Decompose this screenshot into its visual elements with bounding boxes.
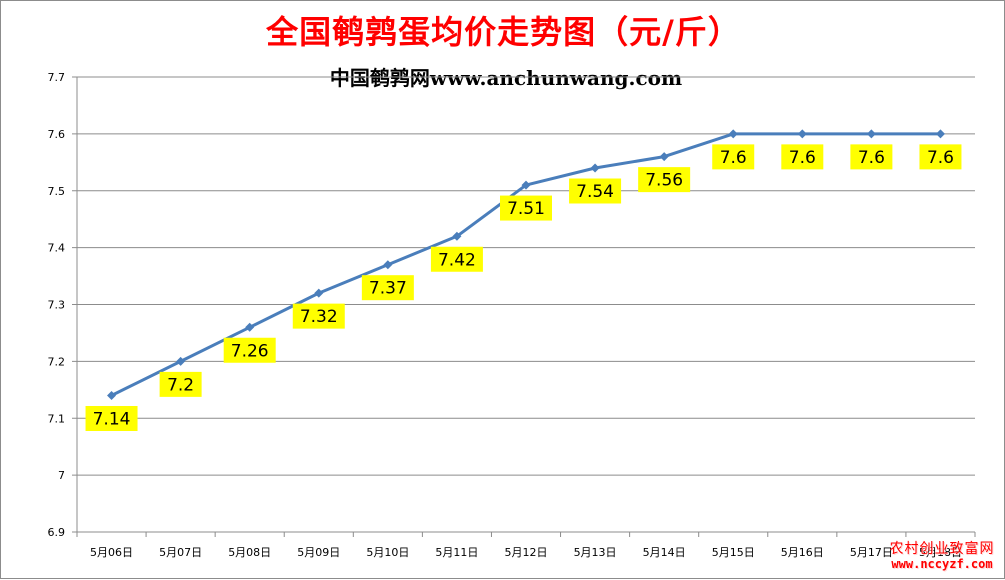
data-point-marker [521, 180, 531, 190]
data-label: 7.6 [927, 148, 954, 168]
x-tick-label: 5月18日 [919, 546, 962, 559]
data-point-marker [176, 356, 186, 366]
data-label: 7.56 [645, 171, 683, 191]
data-label: 7.26 [231, 341, 269, 361]
y-tick-label: 6.9 [48, 526, 66, 539]
chart-subtitle: 中国鹌鹑网www.anchunwang.com [329, 66, 683, 90]
y-tick-label: 7.7 [48, 71, 66, 84]
data-label-box [292, 303, 345, 329]
data-label: 7.51 [507, 199, 545, 219]
data-point-marker [728, 129, 738, 139]
data-label: 7.32 [300, 307, 338, 327]
x-tick-label: 5月06日 [90, 546, 133, 559]
data-label-box [430, 246, 483, 272]
data-point-marker [659, 152, 669, 162]
data-label: 7.54 [576, 182, 614, 202]
y-tick-label: 7.4 [48, 242, 66, 255]
x-tick-label: 5月14日 [643, 546, 686, 559]
x-tick-label: 5月12日 [505, 546, 548, 559]
x-tick-label: 5月13日 [574, 546, 617, 559]
data-point-marker [590, 163, 600, 173]
y-tick-label: 7.1 [48, 412, 66, 425]
x-tick-label: 5月16日 [781, 546, 824, 559]
data-label-box [638, 167, 691, 193]
y-tick-label: 7.6 [48, 128, 66, 141]
data-point-marker [314, 288, 324, 298]
data-point-marker [107, 391, 117, 400]
data-label: 7.37 [369, 279, 407, 299]
data-label-box [569, 178, 622, 204]
x-tick-label: 5月10日 [366, 546, 409, 559]
y-tick-label: 7 [58, 469, 65, 482]
data-label: 7.42 [438, 250, 476, 270]
data-label: 7.2 [167, 375, 194, 395]
data-label: 7.6 [858, 148, 885, 168]
data-label: 7.6 [720, 148, 747, 168]
data-label-box [159, 371, 202, 397]
data-label: 7.6 [789, 148, 816, 168]
data-point-marker [797, 129, 807, 139]
x-tick-label: 5月08日 [228, 546, 271, 559]
y-tick-label: 7.3 [48, 299, 66, 312]
data-label-box [781, 144, 824, 170]
data-point-marker [383, 260, 393, 270]
x-tick-label: 5月07日 [159, 546, 202, 559]
watermark-logo: 农村创业致富网 www.nccyzf.com [883, 542, 1001, 572]
data-point-marker [935, 129, 945, 139]
x-tick-label: 5月15日 [712, 546, 755, 559]
watermark-name: 农村创业致富网 [889, 541, 995, 557]
x-tick-label: 5月09日 [297, 546, 340, 559]
x-tick-label: 5月11日 [435, 546, 478, 559]
data-label-box [85, 406, 138, 431]
data-point-marker [452, 231, 462, 241]
data-label-box [361, 275, 414, 301]
data-point-marker [866, 129, 876, 139]
x-tick-label: 5月17日 [850, 546, 893, 559]
y-tick-label: 7.2 [48, 355, 66, 368]
data-label-box [223, 337, 276, 363]
data-label-box [919, 144, 962, 170]
data-label: 7.14 [93, 410, 131, 430]
chart-title: 全国鹌鹑蛋均价走势图（元/斤） [266, 13, 741, 51]
data-label-box [712, 144, 755, 170]
data-label-box [500, 195, 552, 221]
data-label-box [850, 144, 893, 170]
watermark-url: www.nccyzf.com [891, 557, 993, 571]
data-point-marker [245, 322, 255, 332]
y-tick-label: 7.5 [48, 185, 66, 198]
